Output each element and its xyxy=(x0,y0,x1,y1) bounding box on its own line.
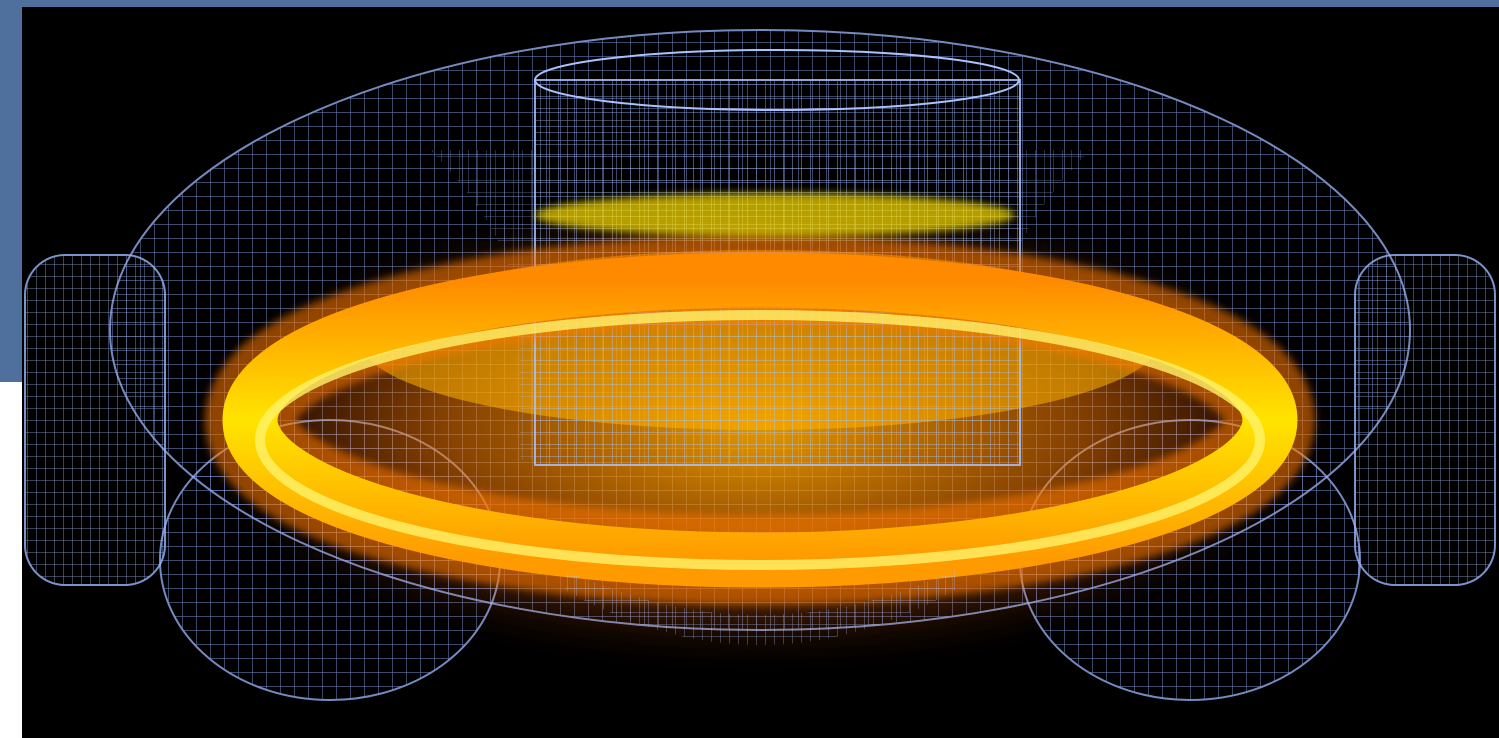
left-coil xyxy=(24,254,166,586)
lower-bowl xyxy=(565,570,955,645)
top-bar xyxy=(0,0,1499,7)
plasma-ring xyxy=(205,193,1315,605)
side-bar xyxy=(0,0,22,382)
ring-back xyxy=(535,193,1015,237)
right-coil xyxy=(1354,254,1496,586)
column-top xyxy=(534,49,1020,111)
ring-highlight xyxy=(255,310,1265,570)
